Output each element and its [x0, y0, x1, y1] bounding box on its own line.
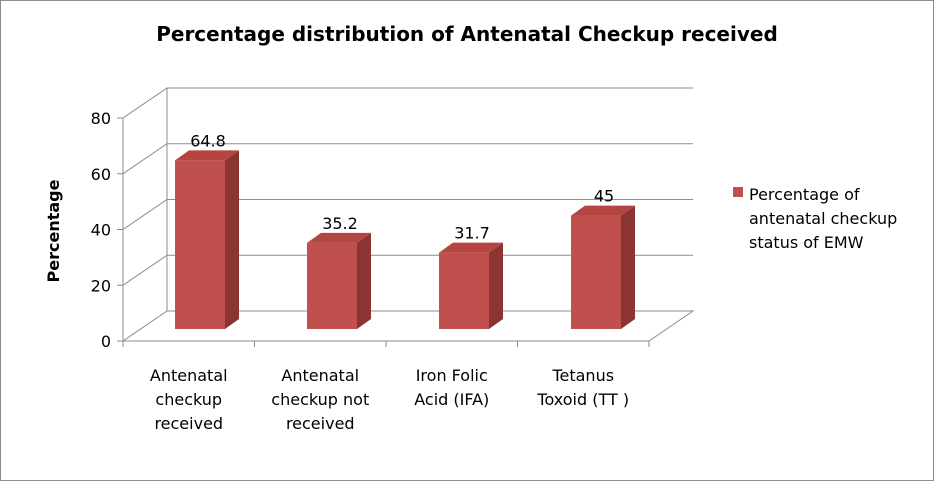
legend-label-line: Percentage of	[749, 185, 860, 204]
bar-front	[175, 160, 225, 329]
y-tick-label: 80	[91, 109, 111, 128]
x-category-label-line: Antenatal	[281, 366, 359, 385]
legend-label-text: Percentage of antenatal checkup status of …	[749, 185, 897, 252]
y-tick-label: 60	[91, 165, 111, 184]
bars	[175, 150, 635, 329]
legend-label-line: status of EMW	[749, 233, 864, 252]
x-category-label: Iron Folic Acid (IFA)	[414, 366, 489, 409]
legend-label: Percentage of antenatal checkup status of …	[749, 185, 897, 252]
x-category-label-line: received	[154, 414, 223, 433]
x-category-labels: Antenatal checkup received Antenatal checkup…	[150, 366, 629, 433]
gridline	[122, 87, 693, 119]
x-category-label-line: checkup	[155, 390, 222, 409]
gridline	[122, 143, 693, 175]
bar-side	[225, 150, 239, 329]
legend-swatch	[733, 187, 743, 197]
bar	[175, 150, 239, 329]
bar-side	[357, 232, 371, 329]
x-category-label: Tetanus Toxoid (TT )	[536, 366, 629, 409]
y-tick-labels: 0 20 40 60 80	[91, 109, 111, 351]
bar-front	[439, 252, 489, 329]
legend-label-line: antenatal checkup	[749, 209, 897, 228]
data-label: 45	[594, 187, 614, 206]
bar-side	[489, 242, 503, 329]
data-label: 35.2	[322, 214, 358, 233]
data-label: 31.7	[454, 224, 490, 243]
bar	[307, 232, 371, 329]
x-category-label-line: checkup not	[271, 390, 369, 409]
bar-side	[621, 205, 635, 329]
y-tick-label: 40	[91, 221, 111, 240]
bar	[571, 205, 635, 329]
x-category-label-line: Acid (IFA)	[414, 390, 489, 409]
bar-front	[307, 242, 357, 329]
legend: Percentage of antenatal checkup status of …	[733, 185, 897, 252]
y-axis-label: Percentage	[44, 179, 63, 282]
gridline	[122, 254, 693, 286]
x-category-label-line: Tetanus	[551, 366, 614, 385]
floor	[121, 310, 695, 342]
bar-top	[175, 150, 239, 161]
chart-title: Percentage distribution of Antenatal Che…	[156, 22, 778, 46]
x-category-label-line: Antenatal	[150, 366, 228, 385]
bar	[439, 242, 503, 329]
bar-top	[307, 232, 371, 243]
x-category-label-line: received	[286, 414, 355, 433]
x-category-label-line: Toxoid (TT )	[536, 390, 629, 409]
bar-front	[571, 215, 621, 329]
gridlines	[121, 87, 695, 342]
data-label: 64.8	[190, 131, 226, 150]
y-tick-label: 0	[101, 332, 111, 351]
bar-top	[439, 242, 503, 253]
x-category-label-line: Iron Folic	[416, 366, 488, 385]
gridline	[122, 199, 693, 230]
axes	[117, 117, 650, 347]
bar-top	[571, 205, 635, 216]
data-labels: 64.8 35.2 31.7 45	[190, 131, 614, 242]
y-tick-label: 20	[91, 276, 111, 295]
x-category-label: Antenatal checkup not received	[271, 366, 369, 433]
x-category-label: Antenatal checkup received	[150, 366, 228, 433]
